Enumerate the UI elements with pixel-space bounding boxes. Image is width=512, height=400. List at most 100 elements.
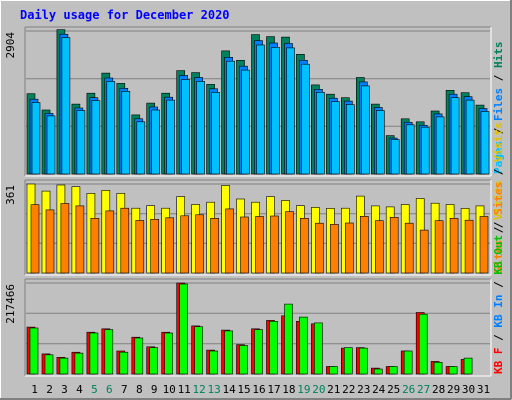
legend-entry: KB Out [492, 235, 505, 275]
pages-bar [405, 124, 415, 175]
day-label: 6 [106, 383, 113, 396]
kb-out-bar [119, 351, 129, 375]
kb-out-bar [314, 322, 323, 375]
pages-bar [241, 69, 250, 175]
sites-bar [389, 217, 399, 274]
legend-entry: KB In [492, 295, 505, 328]
sites-bar [30, 204, 40, 274]
sites-bar [225, 208, 234, 274]
day-label: 21 [327, 383, 340, 396]
kb-out-bar [59, 357, 69, 375]
day-label: 23 [357, 383, 370, 396]
sites-bar [45, 209, 55, 274]
pages-bar [286, 47, 295, 175]
sites-bar [464, 219, 474, 274]
chart-title: Daily usage for December 2020 [20, 8, 230, 22]
kb-out-bar [269, 320, 278, 375]
legend-entry: Sites [492, 182, 505, 215]
legend-entry: Hits [492, 42, 505, 69]
day-label: 20 [312, 383, 325, 396]
sites-bar [60, 203, 70, 274]
sites-bar [90, 218, 100, 274]
legend-entry: Visits [492, 122, 505, 162]
pages-bar [181, 79, 190, 175]
pages-bar [151, 109, 160, 175]
sites-bar [404, 222, 414, 274]
kb-out-bar [403, 350, 413, 375]
kb-out-bar [164, 332, 173, 375]
day-label: 17 [267, 383, 280, 396]
legend-entry: / [492, 328, 505, 348]
kb-out-bar [448, 366, 458, 375]
day-label: 4 [76, 383, 83, 396]
sites-bar [150, 219, 159, 274]
kb-out-bar [418, 313, 428, 375]
kb-out-bar [89, 332, 99, 375]
day-label: 26 [402, 383, 415, 396]
pages-bar [76, 110, 86, 175]
sites-bar [419, 229, 429, 274]
kb-out-bar [373, 368, 383, 375]
sites-bar [434, 220, 444, 274]
kb-out-bar [299, 316, 308, 375]
pages-bar [211, 92, 220, 175]
legend-entry: / [492, 215, 505, 235]
day-label: 28 [432, 383, 445, 396]
day-label: 27 [417, 383, 430, 396]
kb-out-bar [149, 347, 158, 375]
sites-bar [135, 220, 145, 274]
day-label: 1 [31, 383, 38, 396]
day-label: 10 [163, 383, 176, 396]
pages-bar [256, 44, 265, 175]
sites-bar [300, 218, 309, 274]
day-label: 3 [61, 383, 68, 396]
day-label: 2 [46, 383, 53, 396]
visits-max-label: 361 [4, 185, 17, 205]
pages-bar [271, 47, 280, 175]
day-label: 14 [222, 383, 236, 396]
kb-out-bar [224, 330, 233, 375]
day-label: 25 [387, 383, 400, 396]
kb-out-bar [179, 283, 188, 375]
day-label: 5 [91, 383, 98, 396]
kb-out-bar [254, 329, 263, 375]
kb-legend: KB F / KB In / KB Out / Sites / Visits [492, 122, 505, 374]
legend-entry: Visits [492, 180, 505, 220]
sites-bar [195, 214, 204, 274]
day-label: 9 [151, 383, 158, 396]
legend-entry: Files [492, 88, 505, 121]
legend-entry: / [492, 220, 505, 240]
sites-bar [315, 222, 324, 274]
day-label: 29 [447, 383, 460, 396]
day-label: 8 [136, 383, 143, 396]
day-label: 16 [252, 383, 265, 396]
legend-entry: / [492, 275, 505, 295]
day-label: 30 [462, 383, 475, 396]
kb-out-bar [433, 361, 443, 375]
kb-out-bar [134, 337, 144, 375]
day-labels: 1 2 3 4 5 6 7 8 9 10 11 12 13 14 15 16 17 18 19 20 21 22 23 24 2… [31, 383, 490, 396]
sites-bar [479, 216, 489, 274]
sites-bar [240, 216, 249, 274]
legend-entry: / [492, 162, 505, 182]
day-label: 13 [207, 383, 220, 396]
kb-out-bar [284, 303, 293, 375]
day-label: 15 [237, 383, 250, 396]
kb-out-bar [358, 347, 368, 375]
pages-bar [331, 101, 340, 175]
sites-bar [344, 222, 354, 274]
legend-entry: / [492, 121, 505, 141]
pages-bar [61, 37, 71, 175]
pages-bar [420, 126, 430, 175]
day-label: 18 [282, 383, 295, 396]
kb-out-bar [74, 352, 84, 375]
kb-out-bar [194, 326, 203, 375]
sites-bar [285, 211, 294, 274]
sites-bar [270, 215, 279, 274]
day-label: 22 [342, 383, 355, 396]
hits-legend: Pages / Files / Hits [492, 42, 505, 175]
pages-bar [465, 99, 475, 175]
sites-bar [120, 207, 130, 274]
pages-bar [136, 121, 146, 175]
